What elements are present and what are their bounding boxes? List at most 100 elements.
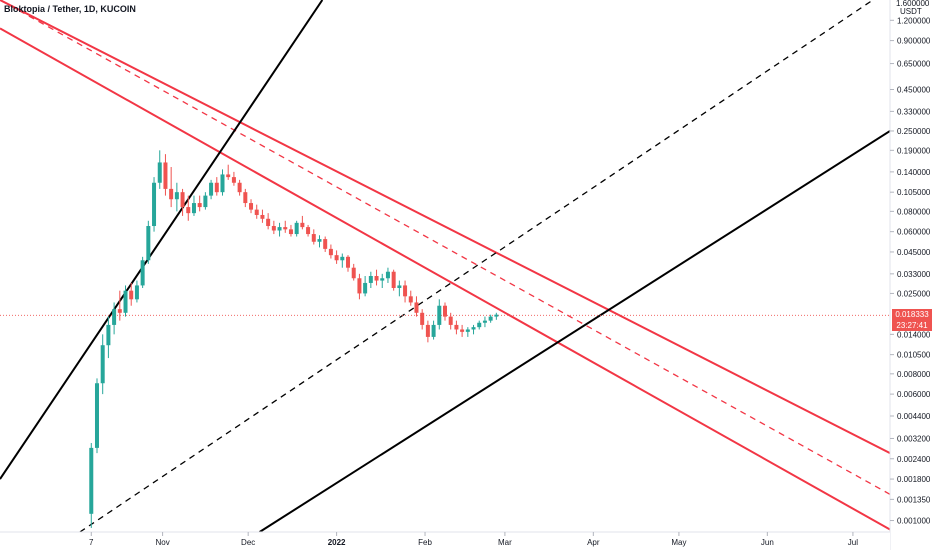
candle-body: [397, 285, 402, 288]
candle: [465, 327, 470, 337]
red-channel-middle: [0, 0, 891, 495]
candle-body: [169, 188, 174, 200]
candle-body: [460, 329, 465, 332]
candle-body: [357, 278, 362, 294]
candle-body: [300, 222, 305, 228]
candle: [271, 220, 276, 235]
candle: [380, 273, 385, 288]
red-channel-upper: [0, 0, 891, 455]
candle: [197, 195, 202, 212]
candle-body: [425, 324, 430, 337]
candle-body: [380, 278, 385, 281]
candle-body: [186, 207, 191, 214]
candle: [226, 164, 231, 180]
black-channel-middle: [79, 0, 874, 533]
candle: [420, 309, 425, 330]
time-tick-label: Jul: [848, 538, 858, 547]
time-tick-label: Mar: [498, 538, 512, 547]
candle-body: [346, 256, 351, 268]
candle: [351, 263, 356, 281]
candle: [448, 312, 453, 330]
candle: [494, 312, 499, 320]
time-axis[interactable]: 7 Nov Dec 2022 Feb Mar Apr May Jun Jul: [89, 532, 858, 547]
candle-body: [482, 320, 487, 323]
time-tick-label: 2022: [328, 538, 346, 547]
candle: [123, 285, 128, 317]
candle: [288, 224, 293, 237]
price-tick-label: 0.080000: [897, 207, 931, 216]
candle: [471, 324, 476, 335]
candle-body: [283, 227, 288, 230]
candle-body: [288, 229, 293, 235]
price-tick-label: 0.006000: [897, 390, 931, 399]
price-tick-label: 0.105000: [897, 188, 931, 197]
candle: [323, 236, 328, 252]
candle: [191, 195, 196, 216]
price-tick-label: 0.650000: [897, 60, 931, 69]
candle-body: [203, 195, 208, 208]
red-channel-lower: [0, 27, 891, 531]
candle-body: [129, 290, 134, 300]
candle-body: [403, 285, 408, 297]
candle: [249, 199, 254, 214]
candle: [94, 378, 99, 454]
candle: [477, 320, 482, 330]
candle: [460, 324, 465, 337]
candle: [294, 220, 299, 237]
candle-body: [294, 222, 299, 235]
price-axis[interactable]: 1.200000 0.900000 0.650000 0.450000 0.330000…: [890, 16, 931, 526]
candle: [363, 276, 368, 297]
price-axis-top-partial: 1.600000: [896, 0, 930, 8]
time-tick-label: Nov: [155, 538, 169, 547]
price-tick-label: 0.014000: [897, 330, 931, 339]
candle-body: [351, 267, 356, 279]
candle: [403, 280, 408, 303]
candle: [243, 188, 248, 208]
candle-body: [323, 239, 328, 249]
candle: [277, 222, 282, 237]
candle: [311, 229, 316, 245]
candle-body: [368, 276, 373, 283]
candle-body: [237, 182, 242, 193]
candle-body: [420, 312, 425, 325]
candle: [157, 150, 162, 189]
candle: [374, 269, 379, 286]
last-price-value: 0.018333: [895, 310, 929, 319]
candle: [140, 256, 145, 288]
price-tick-label: 0.008000: [897, 370, 931, 379]
candle-body: [408, 296, 413, 303]
candle: [209, 179, 214, 200]
price-axis-background: [890, 0, 932, 550]
trend-channel-drawings: [0, 0, 891, 533]
candle-body: [254, 209, 259, 215]
time-tick-label: Dec: [241, 538, 255, 547]
candle-body: [112, 309, 117, 325]
candle: [408, 290, 413, 306]
candle: [117, 290, 122, 321]
candle: [180, 188, 185, 216]
candle-body: [209, 182, 214, 196]
candle: [385, 267, 390, 283]
price-tick-label: 0.250000: [897, 127, 931, 136]
candle-body: [191, 203, 196, 214]
candle: [174, 182, 179, 212]
candle-body: [328, 248, 333, 256]
candle-body: [271, 226, 276, 231]
candle-body: [277, 227, 282, 231]
candle-body: [363, 282, 368, 294]
price-tick-label: 0.033000: [897, 270, 931, 279]
candle: [414, 296, 419, 317]
candle-body: [100, 345, 105, 384]
candle-body: [146, 226, 151, 261]
candle: [112, 302, 117, 335]
candle-body: [249, 203, 254, 210]
candle: [340, 253, 345, 268]
candle-body: [157, 162, 162, 183]
candle-body: [443, 305, 447, 317]
candle-body: [231, 177, 236, 183]
price-tick-label: 0.025000: [897, 289, 931, 298]
candle-body: [197, 203, 202, 208]
candle: [306, 224, 311, 237]
candle: [300, 215, 305, 230]
